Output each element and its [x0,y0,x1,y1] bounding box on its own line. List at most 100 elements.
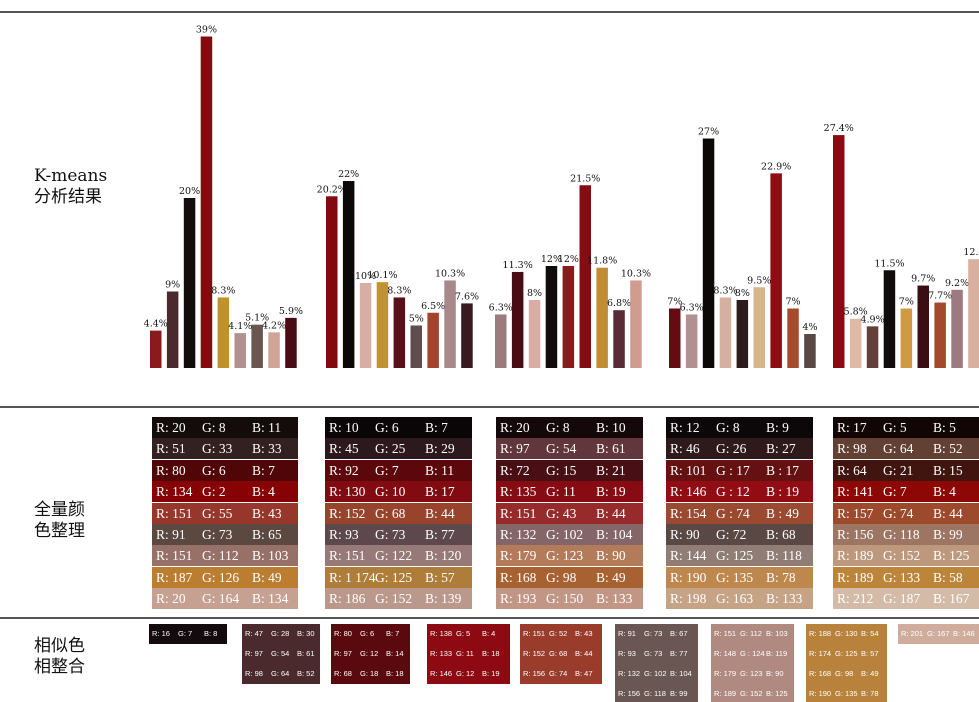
bar [968,259,979,368]
palette-row: R: 151 G: 112 B: 103 [152,545,298,567]
palette-row: R: 193 G: 150 B: 133 [496,588,643,610]
merge-b-value: B: 57 [861,649,879,658]
merge-block-5: R: 151 G: 52 B: 43 R: 152 G: 68 B: 44 R: 156 G:… [520,624,602,684]
bar-value-label: 4.2% [262,320,286,331]
merge-block-3: R: 80 G: 6 B: 7 R: 97 G: 12 B: 14 R: 68 G: 18 B:… [331,624,410,684]
palette-b-value: B: 125 [933,548,970,564]
bar [613,310,625,368]
bar-value-label: 8.3% [387,285,411,296]
palette-r-value: R: 154 [670,505,707,521]
merge-row: R: 168 G: 98 B: 49 [806,664,887,684]
bar-value-label: 5.9% [279,306,303,317]
palette-r-value: R: 98 [837,441,867,457]
bar-value-label: 21.5% [570,173,600,184]
palette-row: R: 10 G: 6 B: 7 [325,417,472,438]
palette-row: R: 190 G: 135 B: 78 [666,566,813,588]
palette-r-value: R: 1 174 [329,569,376,585]
palette-r-value: R: 187 [156,569,193,585]
bar-value-label: 7.7% [928,291,952,302]
palette-b-value: B: 17 [425,484,455,500]
bar [900,308,913,368]
bar-value-label: 4.9% [860,314,884,325]
palette-3: R: 20 G: 8 B: 10 R: 97 G: 54 B: 61 R: 72 G: 15 B… [496,417,643,610]
merge-g-value: G: 135 [835,689,858,698]
kmeans-bar-charts: 4.4% 9% 20% 39% 8.3% 4.1%5.1%4.2% 5.9% 20.2% 22%… [144,25,979,368]
bar [217,297,230,368]
bar [285,317,297,368]
palette-r-value: R: 132 [500,527,537,542]
palette-row: R: 135 G: 11 B: 19 [496,481,643,503]
merge-r-value: R: 93 [618,649,636,658]
bar-value-label: 7.6% [455,291,479,302]
palette-row: R: 72 G: 15 B: 21 [496,459,643,481]
bar-value-label: 8% [735,288,750,299]
palette-row: R: 154 G : 74 B : 49 [666,502,813,524]
merge-row: R: 190 G: 135 B: 78 [806,684,887,702]
bar-value-label: 9.7% [911,274,935,285]
merge-r-value: R: 174 [809,649,832,658]
palette-r-value: R: 135 [500,484,537,500]
bar [849,318,862,368]
palette-row: R: 156 G: 118 B: 99 [833,524,979,545]
palette-r-value: R: 91 [156,527,186,542]
merge-r-value: R: 16 [152,629,170,638]
palette-r-value: R: 189 [837,569,874,585]
palette-b-value: B: 15 [933,462,963,478]
palette-r-value: R: 151 [156,505,193,521]
merge-block-4: R: 138 G: 5 B: 4 R: 133 G: 11 B: 18 R: 146 G: 1… [427,624,510,684]
palette-g-value: G: 98 [546,569,577,585]
palette-b-value: B: 44 [933,505,963,521]
palette-r-value: R: 51 [156,441,186,457]
palette-b-value: B: 44 [596,505,626,521]
palette-b-value: B: 5 [933,420,956,435]
bar [753,287,765,368]
palette-b-value: B: 29 [425,441,455,457]
merge-b-value: B: 61 [297,649,315,658]
merge-b-value: B: 43 [575,629,593,638]
palette-row: R: 12 G: 8 B: 9 [666,417,813,438]
merge-row: R: 132 G: 102 B: 104 [615,664,698,684]
merge-r-value: R: 97 [334,649,352,658]
merge-b-value: B: 44 [575,649,593,658]
bar-value-label: 5% [409,314,424,325]
bar [951,289,963,368]
palette-row: R: 64 G: 21 B: 15 [833,459,979,481]
palette-b-value: B : 49 [766,505,800,521]
palette-r-value: R: 93 [329,527,359,542]
bar-value-label: 6.3% [489,302,513,313]
merge-g-value: G: 11 [456,649,474,658]
palette-b-value: B: 133 [596,591,633,607]
bar [393,297,406,368]
bar-value-label: 10% [355,271,376,282]
merge-block-2: R: 47 G: 28 B: 30 R: 97 G: 54 B: 61 R: 98 G: 64… [242,624,320,684]
palette-b-value: B: 49 [252,569,282,585]
merge-row: R: 91 G: 73 B: 67 [615,624,698,644]
palette-b-value: B : 19 [766,484,800,500]
palette-row: R: 20 G: 8 B: 11 [152,417,298,438]
palette-row: R: 151 G: 43 B: 44 [496,502,643,524]
palette-r-value: R: 190 [670,569,707,585]
bar-value-label: 4.4% [144,319,168,330]
palette-row: R: 45 G: 25 B: 29 [325,438,472,460]
palette-g-value: G: 8 [202,420,226,435]
bar [579,185,591,368]
bar-value-label: 10.3% [621,268,651,279]
palette-g-value: G: 15 [546,462,577,478]
palette-r-value: R: 130 [329,484,366,500]
palette-r-value: R: 134 [156,484,193,500]
bar-value-label: 9.5% [747,275,771,286]
bar [200,36,213,368]
palette-r-value: R: 152 [329,505,366,521]
bar [804,334,816,368]
bar-group-3: 6.3% 11.3% 8% 12%12% 21.5% 11.8% 6.8% 10.3% [489,173,651,368]
palette-r-value: R: 46 [670,441,700,457]
merge-b-value: B: 47 [575,669,593,678]
bar [736,300,749,368]
bar-value-label: 10.3% [435,268,465,279]
palette-r-value: R: 45 [329,441,359,457]
merge-g-value: G: 18 [360,669,379,678]
palette-r-value: R: 151 [329,548,366,564]
palette-b-value: B: 27 [766,441,796,457]
merge-b-value: B: 30 [297,629,315,638]
merge-g-value: G: 5 [456,629,471,638]
